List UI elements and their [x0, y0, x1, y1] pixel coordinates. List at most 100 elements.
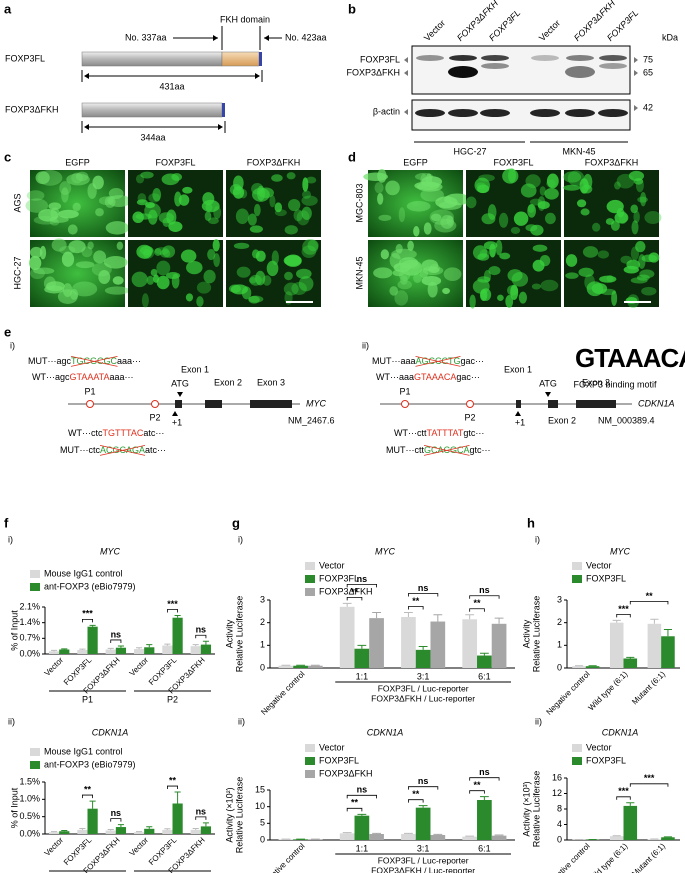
legend-swatch: [305, 757, 315, 765]
error-bar: [418, 805, 428, 808]
panel-a: FKH domain No. 337aa No. 423aa FOXP3FL 4…: [5, 14, 327, 142]
cell: [162, 245, 176, 258]
motif-caption: FOXP3 binding motif: [573, 379, 657, 389]
arrowhead: [213, 35, 218, 41]
cell: [616, 173, 635, 189]
significance-bracket: [346, 584, 377, 588]
chart-label: ii): [8, 716, 15, 726]
site-label: P1: [84, 386, 95, 396]
cell: [584, 274, 595, 290]
band-label: FOXP3FL: [360, 54, 400, 64]
cell: [398, 207, 406, 223]
y-axis-label: Relative Luciferase: [531, 771, 541, 848]
sub-label: ii): [362, 340, 369, 350]
legend-label: FOXP3FL: [586, 573, 626, 583]
error-bar: [404, 611, 413, 617]
panel-d: EGFP FOXP3FL FOXP3ΔFKH MGC-803 MKN-45: [354, 157, 662, 309]
tss-label: +1: [515, 417, 525, 427]
cell: [529, 198, 543, 206]
x-tick-label: Negative control: [259, 669, 306, 716]
panel-label: f: [4, 515, 9, 530]
group-label: P2: [167, 694, 178, 704]
significance-bracket: [408, 606, 424, 610]
panel-label: c: [4, 149, 11, 164]
significance-bracket: [346, 807, 363, 812]
cell: [39, 245, 47, 260]
bar: [190, 829, 201, 834]
bar: [172, 617, 183, 654]
significance-label: **: [474, 598, 482, 608]
x-tick-label: Mutant (6:1): [630, 669, 667, 706]
cell: [530, 224, 544, 236]
bar: [339, 606, 355, 668]
gene-name: CDKN1A: [638, 398, 675, 408]
cell: [518, 291, 527, 304]
chart-label: ii): [535, 716, 542, 726]
cell: [582, 246, 599, 258]
cell: [419, 267, 429, 279]
cell: [406, 200, 431, 212]
cell: [38, 209, 59, 222]
cell: [546, 173, 559, 189]
cell: [605, 218, 615, 225]
band: [448, 66, 478, 78]
cell: [440, 215, 454, 229]
significance-label: **: [412, 789, 420, 799]
arrowhead: [264, 35, 269, 41]
cell: [271, 250, 279, 266]
error-bar: [479, 796, 489, 800]
group-label: P1: [82, 694, 93, 704]
cell: [385, 180, 400, 196]
significance-bracket: [346, 597, 363, 601]
cell: [580, 208, 590, 216]
x-tick-label: Negative control: [259, 841, 306, 873]
error-bar: [164, 828, 171, 830]
cell: [213, 206, 222, 219]
significance-label: ns: [418, 776, 429, 786]
cell: [527, 204, 537, 218]
cell: [532, 244, 548, 252]
significance-bracket: [629, 783, 669, 787]
cross-out: [415, 355, 461, 367]
y-tick-label: 0.5%: [19, 811, 40, 821]
cell: [68, 240, 86, 254]
significance-label: **: [646, 591, 654, 601]
cell: [599, 275, 617, 283]
y-axis-label: Relative Luciferase: [234, 777, 244, 854]
x-tick-label: 6:1: [478, 671, 491, 681]
bar: [293, 665, 308, 668]
sequence-part: TGTTTAC: [103, 428, 144, 438]
band: [531, 55, 559, 61]
cell-line: MKN-45: [562, 146, 595, 156]
sequence: WT···ctcTGTTTACatc···: [68, 428, 164, 438]
cell: [630, 204, 639, 214]
legend-label: FOXP3FL: [586, 755, 626, 765]
cell: [131, 271, 148, 288]
end-cap: [222, 103, 225, 117]
bar: [87, 808, 98, 834]
column-label: EGFP: [65, 157, 90, 167]
sequence-part: gtc···: [463, 428, 484, 438]
significance-label: **: [84, 784, 92, 794]
marker-label: 65: [643, 67, 653, 77]
cell: [104, 286, 130, 295]
bar: [133, 649, 145, 654]
cell: [531, 283, 542, 290]
cell: [302, 190, 311, 199]
binding-site: [466, 400, 474, 408]
significance-label: ns: [357, 574, 368, 584]
band: [565, 109, 595, 117]
sub-label: i): [10, 340, 15, 350]
x-tick-label: Wild type (6:1): [587, 841, 630, 873]
x-tick-label: 1:1: [356, 671, 369, 681]
cell: [283, 282, 299, 296]
legend-label: Vector: [319, 560, 345, 570]
atg-label: ATG: [539, 378, 557, 388]
cell: [620, 255, 632, 264]
cell: [61, 187, 69, 203]
bar: [354, 815, 370, 840]
site-label: P2: [464, 412, 475, 422]
cell: [544, 212, 556, 225]
column-label: FOXP3ΔFKH: [247, 157, 301, 167]
